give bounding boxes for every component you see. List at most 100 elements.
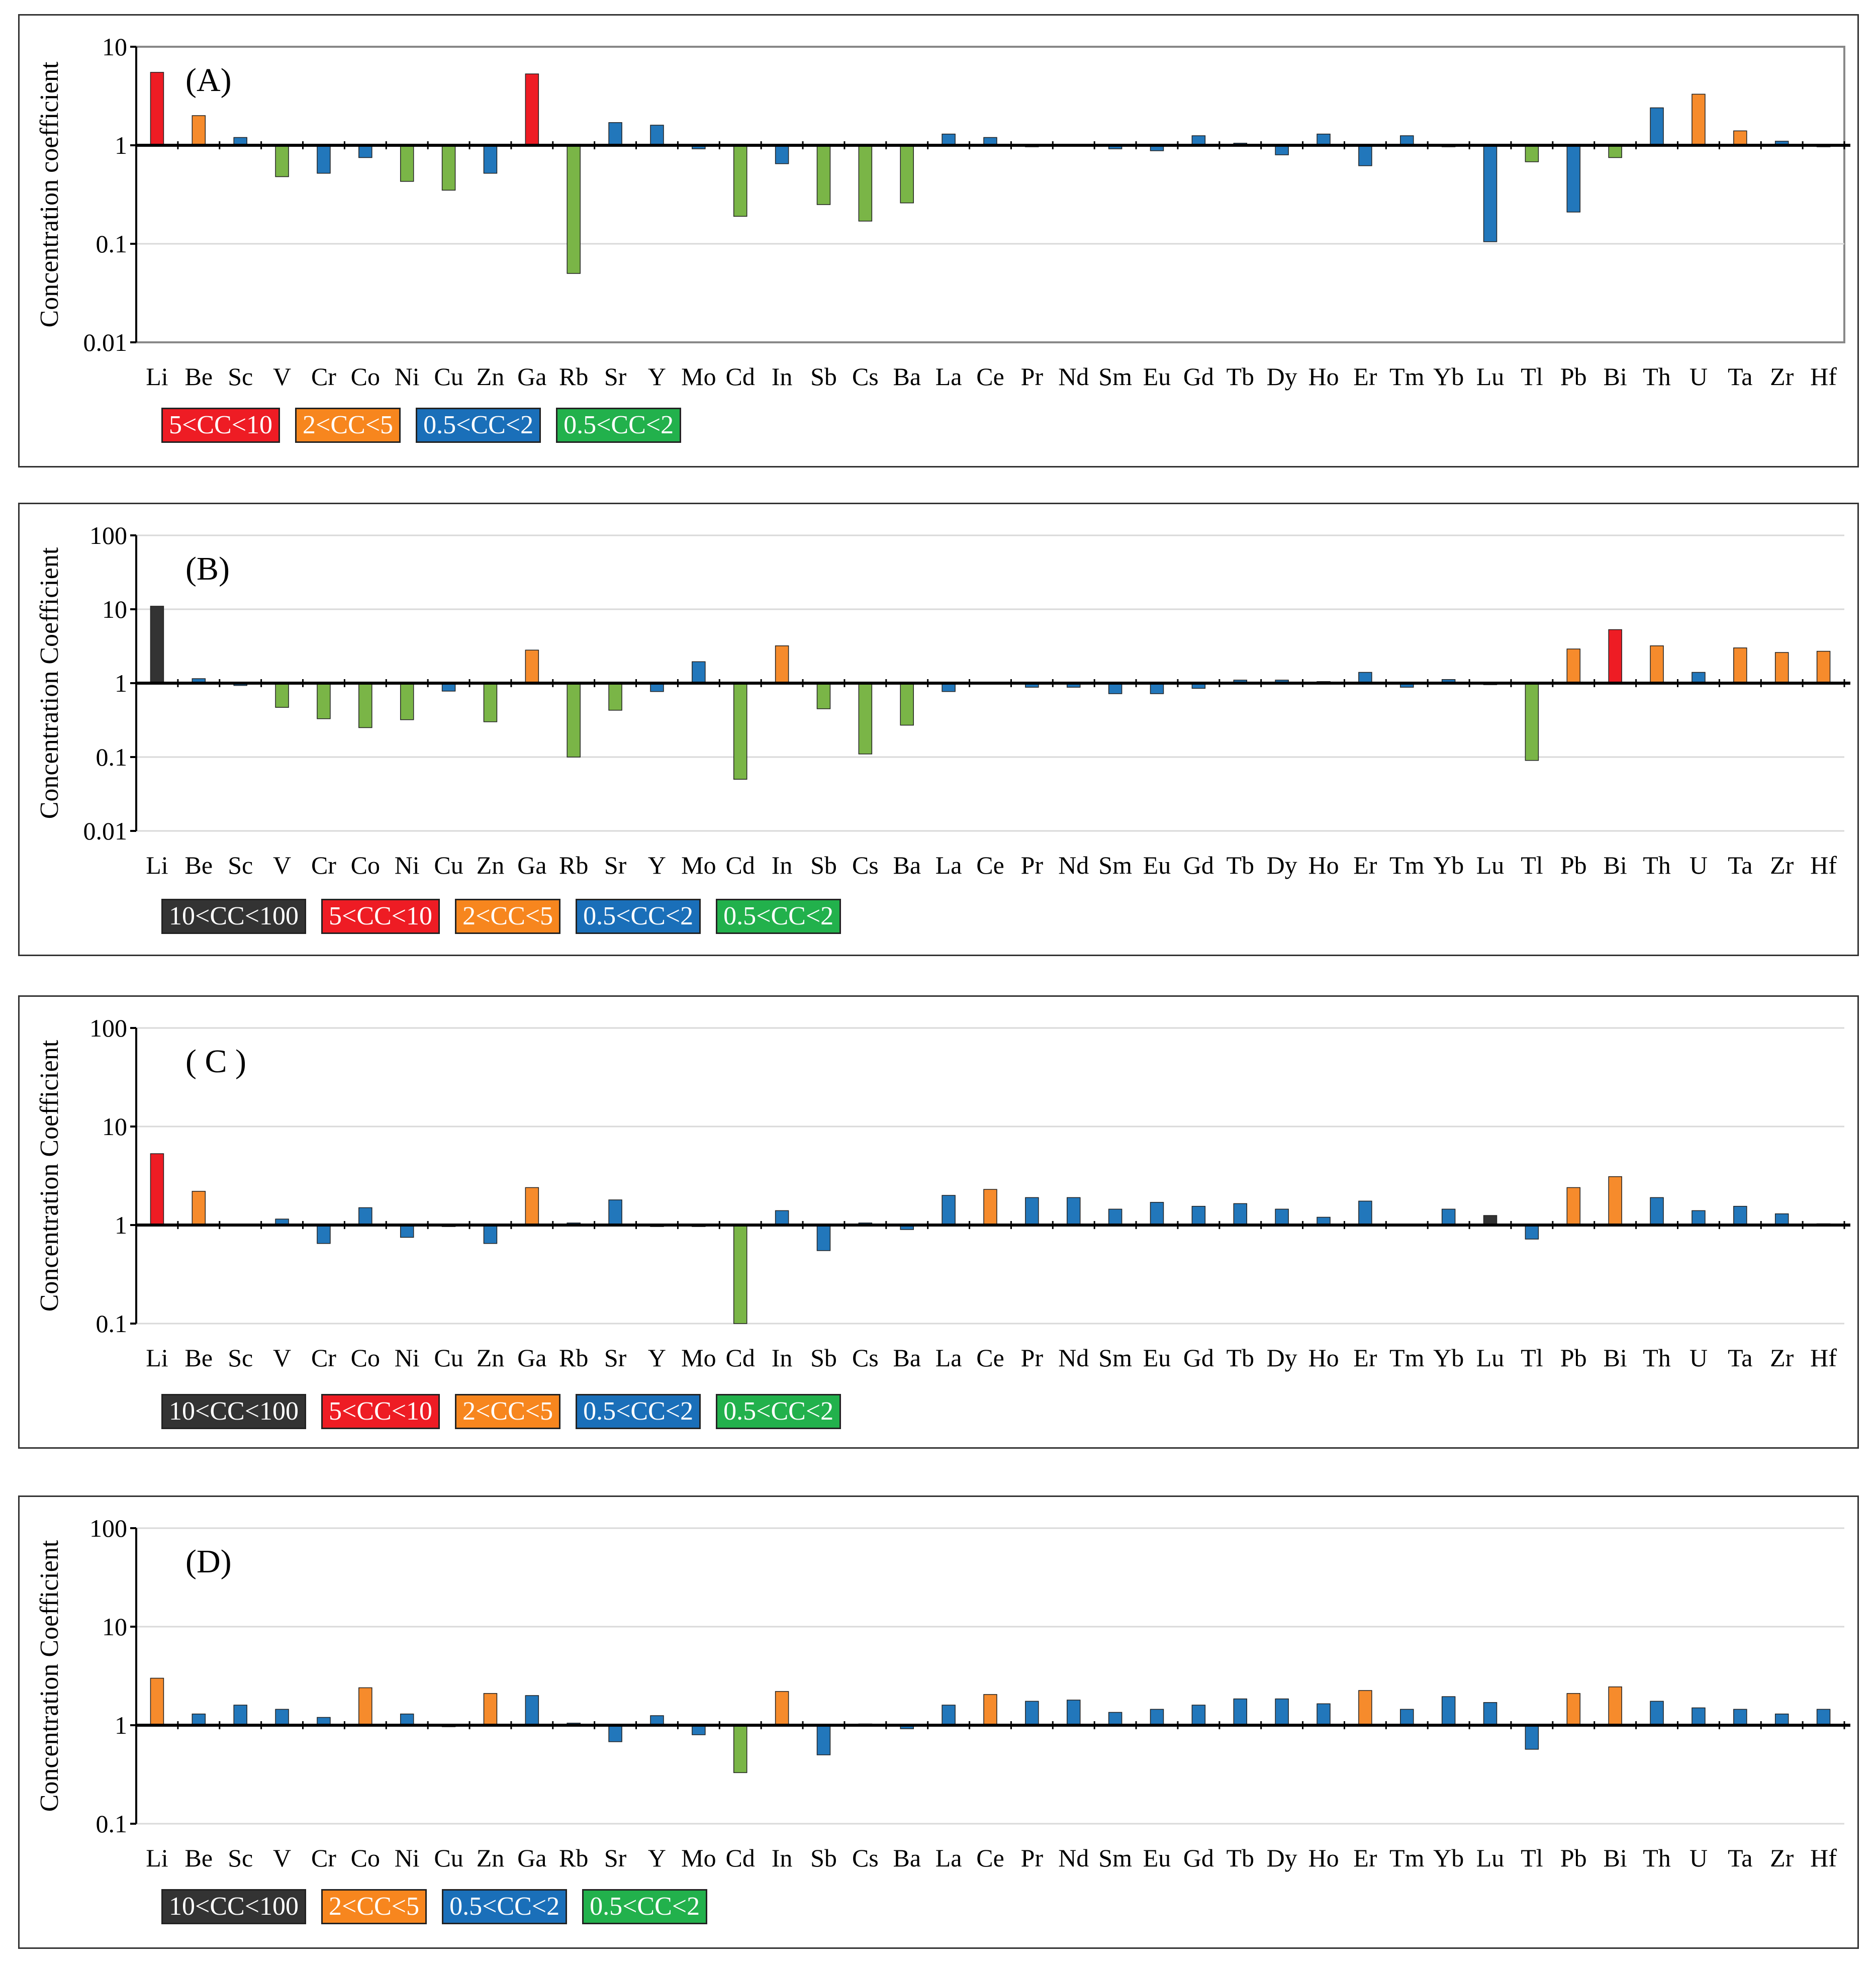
x-label-lu: Lu — [1476, 362, 1505, 391]
legend-a: 5<CC<10 2<CC<5 0.5<CC<2 0.5<CC<2 — [161, 408, 682, 443]
legend-item: 0.5<CC<2 — [416, 408, 541, 443]
x-label-eu: Eu — [1143, 1344, 1171, 1372]
legend-item: 2<CC<5 — [455, 1394, 561, 1429]
legend-item: 0.5<CC<2 — [582, 1889, 708, 1924]
x-label-lu: Lu — [1476, 851, 1505, 879]
bar-y — [650, 125, 664, 146]
x-label-cd: Cd — [726, 362, 755, 391]
x-label-cd: Cd — [726, 1344, 755, 1372]
x-label-er: Er — [1353, 851, 1377, 879]
bar-pr — [1025, 1197, 1039, 1226]
bar-ga — [525, 649, 539, 684]
x-label-sm: Sm — [1098, 851, 1132, 879]
bar-mo — [692, 661, 706, 684]
x-label-pb: Pb — [1560, 851, 1587, 879]
x-label-tm: Tm — [1389, 1844, 1425, 1872]
bar-pb — [1566, 1187, 1581, 1226]
bar-co — [358, 683, 372, 728]
y-tick-label: 0.1 — [96, 743, 128, 771]
x-label-rb: Rb — [559, 1344, 588, 1372]
y-tick-label: 10 — [102, 1613, 127, 1641]
x-label-la: La — [935, 851, 962, 879]
x-label-yb: Yb — [1433, 1344, 1464, 1372]
bar-rb — [567, 145, 581, 274]
bar-ta — [1733, 647, 1747, 684]
x-label-tb: Tb — [1226, 1344, 1254, 1372]
x-label-pb: Pb — [1560, 362, 1587, 391]
x-label-in: In — [772, 362, 793, 391]
bar-sm — [1108, 683, 1122, 694]
panel-label: (A) — [185, 62, 232, 99]
y-tick-label: 0.01 — [83, 817, 128, 845]
bar-cd — [733, 1725, 747, 1773]
bar-ta — [1733, 130, 1747, 146]
x-label-u: U — [1690, 851, 1708, 879]
x-label-ce: Ce — [976, 1344, 1004, 1372]
bar-u — [1692, 93, 1706, 146]
bar-sb — [816, 1225, 831, 1251]
x-label-bi: Bi — [1604, 851, 1627, 879]
bar-ba — [900, 145, 914, 204]
bar-sb — [816, 1725, 831, 1755]
chart-c-svg: 100 10 1 0.1 Concentration Coefficient ( C ) L… — [35, 1014, 1850, 1372]
x-label-nd: Nd — [1058, 362, 1089, 391]
bar-sr — [608, 683, 622, 711]
x-label-nd: Nd — [1058, 851, 1089, 879]
x-label-tl: Tl — [1521, 362, 1543, 391]
bar-u — [1692, 1707, 1706, 1726]
bar-pr — [1025, 1701, 1039, 1726]
x-label-pr: Pr — [1021, 362, 1044, 391]
x-label-mo: Mo — [681, 1844, 716, 1872]
x-label-pb: Pb — [1560, 1344, 1587, 1372]
bar-cr — [317, 145, 331, 174]
y-tick-label: 10 — [102, 1112, 127, 1141]
bar-cr — [317, 683, 331, 719]
x-label-ho: Ho — [1308, 851, 1339, 879]
bar-v — [275, 1709, 289, 1726]
x-label-tl: Tl — [1521, 851, 1543, 879]
x-label-yb: Yb — [1433, 1844, 1464, 1872]
bar-ba — [900, 683, 914, 726]
x-label-yb: Yb — [1433, 851, 1464, 879]
x-label-hf: Hf — [1810, 1844, 1837, 1872]
legend-b: 10<CC<100 5<CC<10 2<CC<5 0.5<CC<2 0.5<CC<2 — [161, 899, 841, 934]
x-label-li: Li — [146, 851, 168, 879]
bar-ho — [1317, 133, 1331, 146]
x-label-mo: Mo — [681, 1344, 716, 1372]
bar-tl — [1525, 145, 1539, 162]
x-label-sb: Sb — [810, 851, 837, 879]
bar-la — [942, 133, 956, 146]
bar-cd — [733, 1225, 747, 1324]
x-label-yb: Yb — [1433, 362, 1464, 391]
bar-zn — [483, 145, 498, 174]
x-label-v: V — [273, 1844, 291, 1872]
x-label-dy: Dy — [1267, 1844, 1297, 1872]
x-label-cu: Cu — [434, 1844, 463, 1872]
y-tick-label: 100 — [89, 521, 127, 549]
x-label-cu: Cu — [434, 851, 463, 879]
x-label-th: Th — [1643, 1844, 1671, 1872]
bar-ni — [400, 683, 414, 720]
x-label-cs: Cs — [852, 362, 879, 391]
y-tick-label: 1 — [115, 669, 127, 697]
x-label-bi: Bi — [1604, 362, 1627, 391]
x-label-sr: Sr — [604, 851, 627, 879]
x-label-mo: Mo — [681, 362, 716, 391]
x-label-v: V — [273, 1344, 291, 1372]
x-label-be: Be — [185, 851, 213, 879]
bar-sr — [608, 1199, 622, 1226]
x-label-dy: Dy — [1267, 1344, 1297, 1372]
x-label-pr: Pr — [1021, 1344, 1044, 1372]
bar-cd — [733, 145, 747, 217]
x-label-sr: Sr — [604, 1344, 627, 1372]
legend-item: 10<CC<100 — [161, 899, 307, 934]
x-label-ni: Ni — [395, 1844, 420, 1872]
x-label-ga: Ga — [517, 1344, 546, 1372]
bar-v — [275, 145, 289, 177]
x-label-u: U — [1690, 1844, 1708, 1872]
x-label-th: Th — [1643, 851, 1671, 879]
legend-item: 2<CC<5 — [295, 408, 401, 443]
bar-hf — [1816, 1709, 1831, 1726]
x-label-hf: Hf — [1810, 851, 1837, 879]
bar-tm — [1400, 1709, 1414, 1726]
